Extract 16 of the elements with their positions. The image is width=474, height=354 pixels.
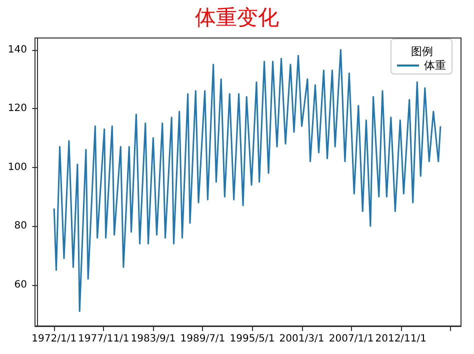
x-tick-label: 2001/3/1 [279, 334, 324, 344]
x-tick-label: 1972/1/1 [32, 334, 77, 344]
y-tick-label: 140 [8, 44, 27, 56]
y-tick-label: 100 [8, 162, 27, 173]
legend-label: 体重 [424, 59, 446, 72]
y-tick-label: 80 [14, 220, 27, 232]
y-tick-label: 60 [14, 279, 27, 290]
x-tick-label: 1983/9/1 [130, 334, 176, 344]
x-tick-label: 1989/7/1 [180, 334, 226, 344]
y-tick-label: 120 [8, 103, 27, 114]
x-tick-label: 1977/11/1 [78, 334, 130, 344]
x-tick-label: 2007/1/1 [328, 334, 374, 344]
x-tick-label: 1995/5/1 [230, 334, 275, 344]
legend-title: 图例 [411, 45, 433, 58]
x-tick-label: 2012/11/1 [375, 334, 427, 344]
chart-title: 体重变化 [195, 6, 279, 30]
